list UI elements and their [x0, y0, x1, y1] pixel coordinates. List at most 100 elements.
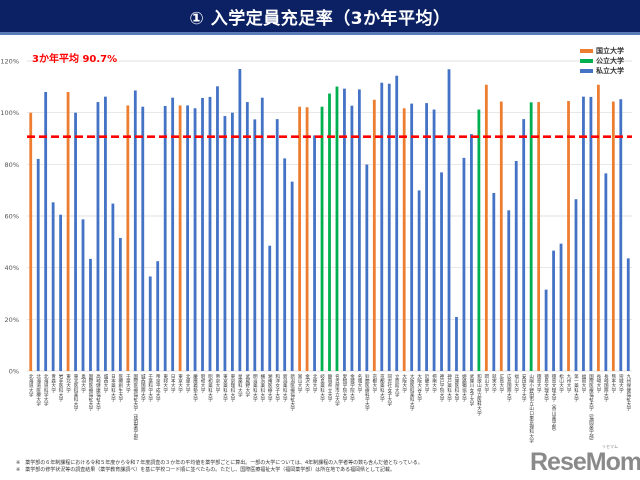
x-tick-label: 国際医療福祉大学（福岡薬学部）	[588, 374, 594, 443]
bar	[425, 103, 428, 371]
x-tick-label: 山陽小野田市立山口東京理科大学	[528, 374, 534, 443]
x-tick-label: 富山大学	[297, 374, 303, 393]
x-tick-label: 北海道医療大学	[35, 374, 41, 407]
x-tick-label: 長崎国際大学	[603, 374, 609, 402]
bar	[66, 92, 70, 371]
x-tick-label: 東京薬科大学	[222, 374, 228, 402]
x-tick-label: 大阪医科薬科大学	[409, 374, 415, 411]
bar	[537, 102, 541, 371]
y-tick-label: 80%	[5, 161, 19, 169]
bar	[171, 97, 175, 371]
bar	[223, 116, 227, 372]
x-tick-label: 安田女子大学	[521, 374, 527, 402]
y-tick-label: 40%	[5, 264, 19, 272]
x-tick-label: 帝京大学	[214, 374, 220, 393]
legend-item-public: 公立大学	[580, 56, 624, 66]
x-tick-label: 北陸大学	[312, 374, 318, 393]
bar	[462, 157, 466, 371]
bar	[619, 99, 623, 371]
resemom-logo: ReseMom	[530, 448, 640, 476]
bar	[320, 106, 324, 371]
bar	[529, 102, 533, 371]
bar	[552, 250, 555, 371]
legend-label: 国立大学	[596, 47, 624, 55]
x-tick-label: 日本薬科大学	[110, 374, 116, 402]
bar	[410, 103, 414, 371]
x-tick-label: 摂南大学	[431, 374, 437, 393]
x-tick-label: 新潟薬科大学	[282, 374, 288, 402]
x-tick-label: 岡山大学	[483, 374, 489, 393]
bar	[201, 97, 204, 372]
bar	[470, 134, 473, 371]
x-tick-label: 名城大学	[356, 374, 362, 393]
bar	[193, 108, 197, 372]
bar	[402, 108, 406, 372]
legend-swatch	[580, 59, 593, 63]
bar	[567, 101, 570, 371]
x-tick-label: 明治薬科大学	[252, 374, 258, 402]
x-tick-label: 国際医療福祉大学（成田薬学部）	[132, 374, 138, 443]
x-tick-label: 崇城大学	[618, 374, 624, 393]
bar	[111, 203, 115, 371]
footnotes: ※ 薬学部の６年制課程における令和５年度から令和７年度調査の３か年の平均値を薬学…	[16, 460, 423, 474]
x-tick-label: 岐阜薬科大学	[319, 374, 325, 402]
x-tick-label: 横浜薬科大学	[259, 374, 265, 402]
bar	[372, 99, 376, 371]
x-tick-label: 和歌山県立医科大学	[476, 374, 482, 416]
x-tick-label: 東北医科薬科大学	[73, 374, 79, 411]
x-tick-label: 京都薬科大学	[379, 374, 385, 402]
bar	[313, 135, 316, 371]
bar	[440, 172, 443, 371]
x-tick-label: 松山大学	[558, 374, 564, 393]
legend-item-private: 私立大学	[580, 66, 624, 76]
bar	[395, 75, 399, 371]
x-tick-label: 岩手医科大学	[58, 374, 64, 402]
x-tick-label: 神戸学院大学	[439, 374, 445, 402]
x-tick-label: 名古屋市立大学	[334, 374, 340, 407]
title-bar: ① 入学定員充足率（3か年平均）	[0, 0, 640, 35]
x-tick-label: 城西国際大学	[140, 374, 146, 402]
bar	[290, 181, 294, 371]
legend-swatch	[580, 69, 593, 73]
bar	[268, 245, 272, 371]
bar	[186, 105, 189, 371]
bar	[96, 102, 100, 371]
bar	[245, 102, 249, 371]
x-tick-label: 星薬科大学	[237, 374, 243, 397]
bar	[231, 112, 234, 372]
legend-item-national: 国立大学	[580, 46, 624, 56]
bar	[156, 261, 160, 371]
x-tick-label: 高崎健康福祉大学	[95, 374, 101, 411]
x-tick-label: 熊本大学	[610, 374, 616, 393]
x-tick-label: 姫路獨協大学	[461, 374, 467, 402]
legend-swatch	[580, 49, 593, 53]
bar	[275, 119, 279, 371]
x-tick-label: 帝京平成大学	[155, 374, 161, 402]
bar	[432, 109, 436, 372]
bar	[59, 214, 63, 371]
x-tick-label: 青森大学	[50, 374, 56, 393]
y-tick-label: 20%	[5, 316, 19, 324]
bar	[626, 258, 630, 371]
x-tick-label: 新潟医療福祉大学	[289, 374, 295, 411]
bar	[574, 199, 578, 371]
x-tick-label: 立命館大学	[394, 374, 400, 397]
bar	[51, 202, 55, 371]
x-tick-label: 医療創生大学	[117, 374, 123, 402]
bar	[335, 86, 339, 371]
bar	[133, 90, 137, 371]
x-tick-label: 第一薬科大学	[573, 374, 579, 402]
x-tick-label: 大阪大谷大学	[416, 374, 422, 402]
bar	[365, 164, 369, 371]
bar	[492, 193, 496, 371]
x-tick-label: 北海道科学大学	[43, 374, 49, 407]
average-label: 3か年平均 90.7%	[32, 54, 118, 65]
x-tick-label: 京都大学	[371, 374, 377, 393]
bar	[89, 258, 92, 371]
x-tick-label: 和洋女子大学	[274, 374, 280, 402]
x-tick-label: 愛知学院大学	[341, 374, 347, 402]
y-tick-label: 60%	[5, 213, 19, 221]
y-tick-label: 100%	[0, 109, 19, 117]
bar	[216, 86, 219, 372]
x-tick-label: 武庫川女子大学	[468, 374, 474, 407]
